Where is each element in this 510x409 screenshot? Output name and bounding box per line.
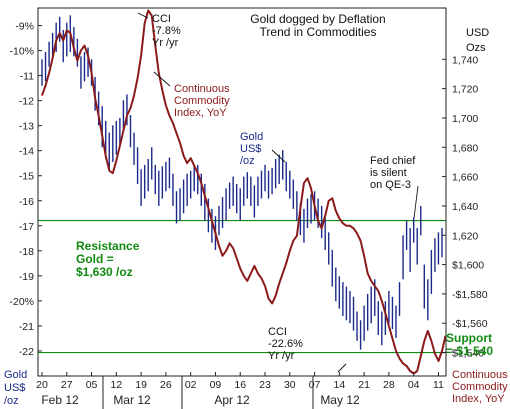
bottom-tick-label: 14 <box>334 379 346 391</box>
ann-bottom-left-line-0: Gold <box>4 369 27 381</box>
bottom-tick-label: 05 <box>86 379 98 391</box>
month-label: Mar 12 <box>113 393 151 407</box>
ann-cci-low-line-1: -22.6% <box>268 338 303 350</box>
ann-bottom-right-line-0: Continuous <box>452 369 508 381</box>
bottom-tick-label: 30 <box>284 379 296 391</box>
bottom-tick-label: 12 <box>110 379 122 391</box>
title-line-1: Trend in Commodities <box>260 25 377 39</box>
annotations: CCI-7.8%Yr /yrContinuousCommodityIndex, … <box>4 13 508 407</box>
left-tick-label: -21 <box>19 321 34 333</box>
ann-resistance-line-0: Resistance <box>76 239 140 253</box>
plot-frame <box>37 7 447 377</box>
ann-continuous-line-0: Continuous <box>174 83 230 95</box>
ann-support-line-0: Support <box>446 331 492 345</box>
left-axis-ticks: -9% -10% -11 -12 -13 -14 -15 -16 -17 -18 -19 -20% -2… <box>9 21 42 358</box>
ann-gold-line-2: /oz <box>240 155 255 167</box>
bottom-tick-label: 26 <box>160 379 172 391</box>
ann-continuous-line-2: Index, YoY <box>174 107 227 119</box>
right-tick-label: 1,620 <box>452 230 478 242</box>
month-label: May 12 <box>320 393 360 407</box>
ann-resistance-line-2: $1,630 /oz <box>76 265 133 279</box>
bottom-tick-label: 19 <box>135 379 147 391</box>
ann-continuous-line-1: Commodity <box>174 95 230 107</box>
bottom-axis-ticks: 20 27 05 12 19 26 02 09 16 23 30 07 14 21 28 04 11 <box>36 372 444 391</box>
ann-gold-line-0: Gold <box>240 131 263 143</box>
annotation-pointer <box>153 71 171 87</box>
ann-cci-high-line-0: CCI <box>152 13 171 25</box>
right-axis-title-line-1: Ozs <box>466 42 486 54</box>
cci-series <box>41 9 447 375</box>
right-tick-label: 1,680 <box>452 142 478 154</box>
title-line-0: Gold dogged by Deflation <box>250 12 385 26</box>
bottom-tick-label: 21 <box>358 379 370 391</box>
cci-line-path <box>41 9 447 375</box>
month-labels: Feb 12 Mar 12 Apr 12 May 12 <box>41 376 360 409</box>
ann-cci-high-line-2: Yr /yr <box>152 37 179 49</box>
reference-lines <box>38 220 446 354</box>
ann-fed-line-0: Fed chief <box>370 155 416 167</box>
bottom-tick-label: 27 <box>61 379 73 391</box>
bottom-tick-label: 28 <box>383 379 395 391</box>
axis-titles: USD Ozs <box>466 27 489 54</box>
bottom-tick-label: 11 <box>433 379 444 391</box>
ann-gold-line-1: US$ <box>240 143 261 155</box>
annotation-pointer <box>413 185 419 219</box>
bottom-tick-label: 23 <box>259 379 271 391</box>
right-tick-label: 1,640 <box>452 201 478 213</box>
month-label: Apr 12 <box>214 393 250 407</box>
bottom-tick-label: 20 <box>36 379 48 391</box>
right-tick-label: -$1,560 <box>452 318 488 330</box>
right-axis-title-line-0: USD <box>466 27 489 39</box>
ann-fed-line-1: is silent <box>370 167 407 179</box>
left-tick-label: -12 <box>19 96 34 108</box>
month-label: Feb 12 <box>41 393 79 407</box>
left-tick-label: -19 <box>19 271 34 283</box>
bottom-tick-label: 04 <box>408 379 420 391</box>
annotation-pointer <box>337 363 347 373</box>
left-tick-label: -9% <box>15 21 34 33</box>
bottom-tick-label: 02 <box>185 379 197 391</box>
ann-cci-high-line-1: -7.8% <box>152 25 181 37</box>
left-tick-label: -16 <box>19 196 34 208</box>
right-tick-label: -$1,580 <box>452 289 488 301</box>
left-tick-label: -10% <box>9 46 34 58</box>
right-tick-label: 1,720 <box>452 84 478 96</box>
ann-bottom-left-line-1: US$ <box>4 382 25 394</box>
annotation-pointers <box>137 12 419 373</box>
ann-fed-line-2: on QE-3 <box>370 179 411 191</box>
right-tick-label: 1,740 <box>452 54 478 66</box>
left-tick-label: -22 <box>19 346 34 358</box>
ann-resistance-line-1: Gold = <box>76 252 114 266</box>
left-tick-label: -17 <box>19 221 34 233</box>
right-tick-label: 1,700 <box>452 113 478 125</box>
annotation-pointer <box>137 12 149 19</box>
left-tick-label: -18 <box>19 246 34 258</box>
annotation-pointer <box>271 149 286 163</box>
right-tick-label: $1,540 <box>452 348 484 360</box>
ann-bottom-right-line-2: Index, YoY <box>452 393 505 405</box>
ann-bottom-right-line-1: Commodity <box>452 381 508 393</box>
bottom-tick-label: 07 <box>309 379 321 391</box>
ann-bottom-left-line-2: /oz <box>4 395 19 407</box>
right-tick-label: $1,600 <box>452 260 484 272</box>
left-tick-label: -14 <box>19 146 34 158</box>
left-tick-label: -20% <box>9 296 34 308</box>
left-tick-label: -15 <box>19 171 34 183</box>
bottom-tick-label: 09 <box>210 379 222 391</box>
left-tick-label: -11 <box>20 71 35 83</box>
ann-cci-low-line-0: CCI <box>268 326 287 338</box>
ann-cci-low-line-2: Yr /yr <box>268 350 295 362</box>
left-tick-label: -13 <box>19 121 34 133</box>
right-axis-ticks: 1,740 1,720 1,700 1,680 1,660 1,640 1,620 $1,60… <box>442 54 488 360</box>
bottom-tick-label: 16 <box>234 379 246 391</box>
ann-support-line-1: = $1,540 <box>446 344 493 358</box>
right-tick-label: 1,660 <box>452 172 478 184</box>
